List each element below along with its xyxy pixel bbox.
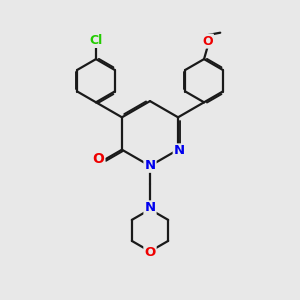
Text: O: O	[202, 34, 213, 48]
Text: N: N	[174, 144, 185, 158]
Text: O: O	[144, 246, 156, 260]
Text: N: N	[144, 159, 156, 172]
Text: O: O	[92, 152, 104, 167]
Text: Cl: Cl	[89, 34, 103, 47]
Text: N: N	[144, 201, 156, 214]
